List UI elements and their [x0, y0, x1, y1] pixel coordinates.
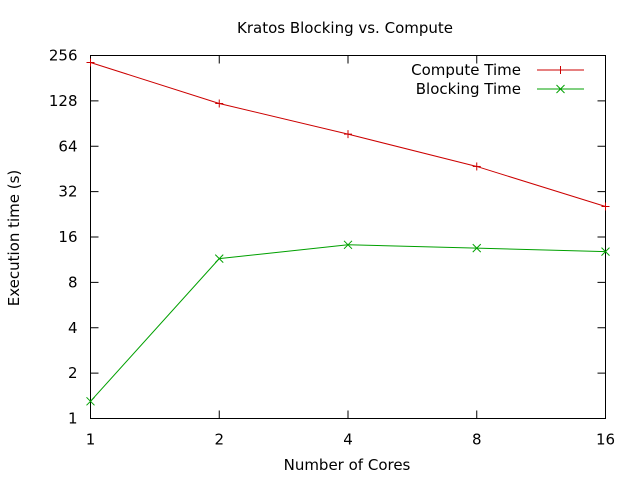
y-axis-label: Execution time (s): [5, 170, 23, 307]
legend-marker: [556, 66, 565, 74]
legend-label: Compute Time: [411, 61, 521, 79]
tick-labels: 1 2 4 8 16 1 2 4 8 16 32 64 128 256: [49, 47, 615, 449]
y-tick-label: 64: [58, 137, 77, 155]
legend-marker: [556, 84, 565, 94]
y-tick-label: 4: [68, 319, 78, 337]
y-tick-label: 32: [58, 183, 77, 201]
data-point: [86, 58, 95, 67]
data-point: [214, 254, 224, 263]
data-point: [344, 130, 352, 139]
x-tick-label: 8: [472, 431, 482, 449]
y-tick-label: 16: [58, 228, 77, 246]
data-point: [215, 99, 224, 108]
data-point: [86, 396, 95, 406]
data-point: [343, 240, 353, 250]
y-tick-label: 256: [49, 47, 78, 65]
series-lines: [86, 58, 610, 406]
data-point: [472, 243, 482, 253]
x-tick-label: 2: [214, 431, 224, 449]
series-line-blocking-time: [90, 244, 606, 402]
y-tick-label: 128: [49, 92, 78, 110]
x-tick-label: 16: [596, 431, 615, 449]
plot-frame: [90, 55, 606, 419]
legend-label: Blocking Time: [416, 80, 521, 98]
axis-ticks: [90, 55, 606, 419]
y-tick-label: 8: [68, 273, 78, 291]
y-tick-label: 2: [68, 364, 78, 382]
chart-title: Kratos Blocking vs. Compute: [237, 19, 453, 37]
x-tick-label: 1: [86, 431, 96, 449]
x-tick-label: 4: [343, 431, 353, 449]
data-point: [472, 162, 481, 171]
data-point: [601, 202, 610, 211]
x-axis-label: Number of Cores: [284, 456, 411, 474]
data-point: [601, 247, 610, 256]
y-tick-label: 1: [68, 410, 78, 428]
